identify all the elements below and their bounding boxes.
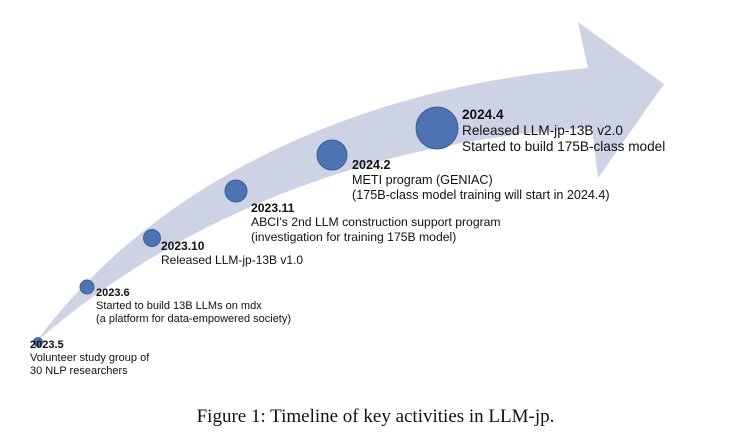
milestone-date: 2023.5 <box>30 339 64 351</box>
milestone-date: 2024.2 <box>352 158 391 172</box>
milestone-dot-2023-5 <box>33 337 43 347</box>
milestone-description: (a platform for data-empowered society) <box>96 312 292 325</box>
milestone-2023-6: 2023.6 Started to build 13B LLMs on mdx … <box>96 287 291 326</box>
milestone-2024-2: 2024.2 METI program (GENIAC) (175B-class… <box>352 158 610 203</box>
milestone-date: 2023.10 <box>161 239 205 253</box>
milestone-dot-2023-6 <box>79 279 95 295</box>
milestone-description: Released LLM-jp-13B v1.0 <box>161 253 304 268</box>
milestone-description: (investigation for training 175B model) <box>251 229 457 244</box>
milestone-2023-11: 2023.11 ABCI's 2nd LLM construction supp… <box>251 201 501 244</box>
milestone-description: Started to build 175B-class model <box>462 139 666 155</box>
milestone-date: 2023.11 <box>251 201 295 215</box>
milestone-description: (175B-class model training will start in… <box>352 187 610 202</box>
milestone-description: Released LLM-jp-13B v2.0 <box>462 123 623 139</box>
milestone-2023-5: 2023.5 Volunteer study group of 30 NLP r… <box>30 339 149 378</box>
milestone-2024-4: 2024.4 Released LLM-jp-13B v2.0 Started … <box>462 107 665 155</box>
timeline-arrow <box>36 22 664 342</box>
milestone-description: Started to build 13B LLMs on mdx <box>96 299 262 312</box>
milestone-2023-10: 2023.10 Released LLM-jp-13B v1.0 <box>161 239 303 267</box>
milestone-dot-2024-2 <box>316 139 348 171</box>
milestone-dot-2024-4 <box>415 106 459 150</box>
milestone-description: METI program (GENIAC) <box>352 172 493 187</box>
milestone-description: Volunteer study group of <box>30 351 150 364</box>
milestone-date: 2024.4 <box>462 107 504 122</box>
milestone-date: 2023.6 <box>96 287 130 299</box>
milestone-description: ABCI's 2nd LLM construction support prog… <box>251 215 501 230</box>
figure-caption: Figure 1: Timeline of key activities in … <box>196 406 555 427</box>
milestone-description: 30 NLP researchers <box>30 364 128 377</box>
milestone-dot-2023-11 <box>224 179 248 203</box>
milestone-dot-2023-10 <box>143 229 161 247</box>
